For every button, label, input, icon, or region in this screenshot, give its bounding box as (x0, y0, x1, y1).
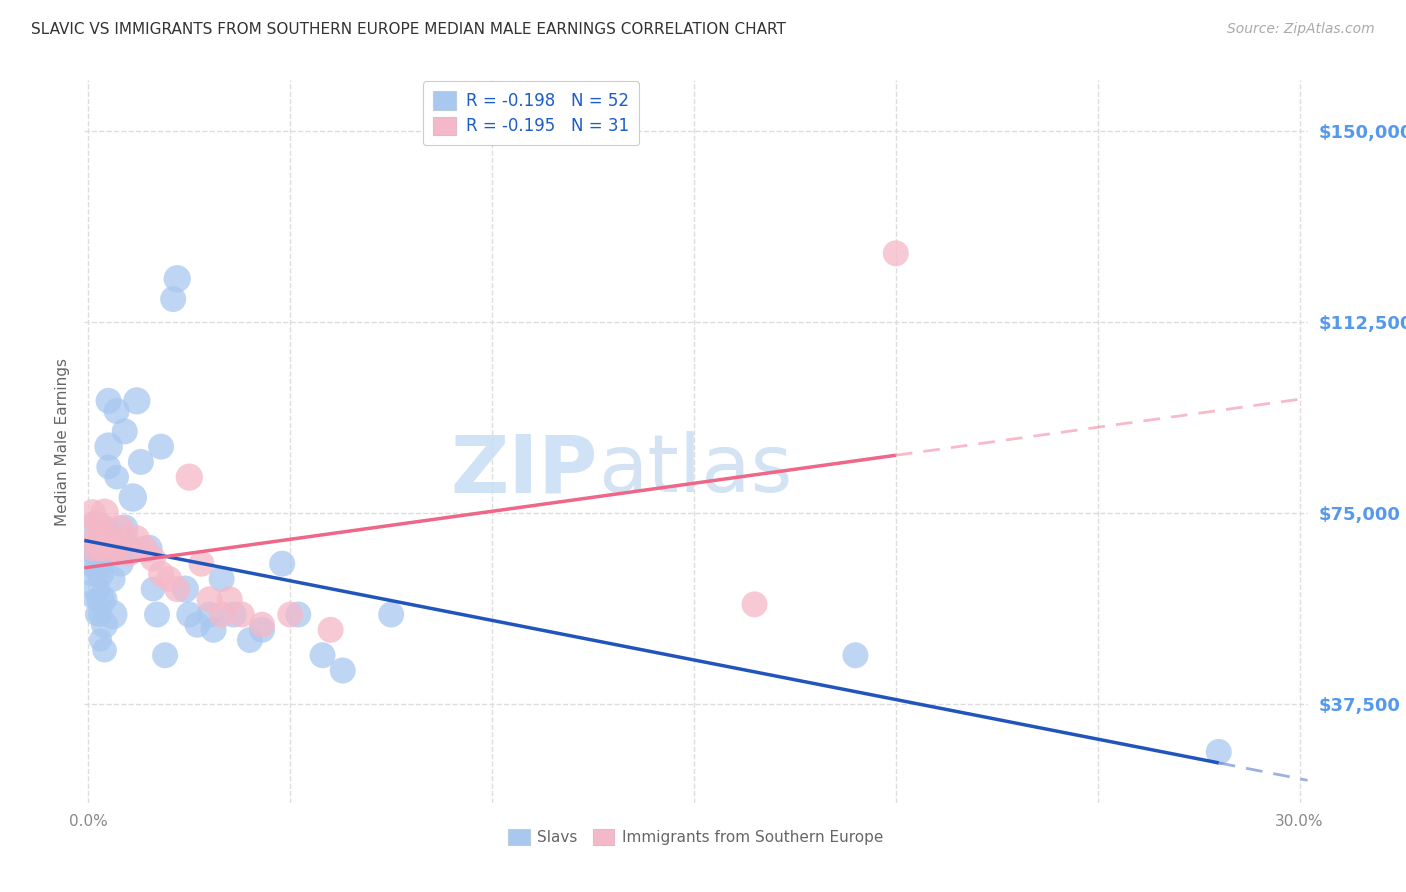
Point (105, 470, 128, 484)
Point (89, 592, 111, 607)
Point (110, 557, 132, 571)
Point (150, 440, 173, 454)
Point (97, 531, 120, 545)
Point (86, 557, 108, 571)
Point (97, 440, 120, 454)
Point (166, 582, 188, 596)
Point (97, 460, 120, 475)
Point (114, 521, 136, 535)
Point (166, 271, 188, 285)
Point (86, 516, 108, 530)
Point (202, 623, 225, 637)
Point (86, 607, 108, 622)
Point (89, 607, 111, 622)
Point (93, 506, 115, 520)
Point (110, 521, 132, 535)
Point (114, 425, 136, 439)
Point (271, 557, 294, 571)
Point (150, 566, 173, 581)
Point (118, 546, 141, 560)
Point (250, 623, 273, 637)
Point (153, 648, 176, 663)
Point (101, 572, 124, 586)
Text: SLAVIC VS IMMIGRANTS FROM SOUTHERN EUROPE MEDIAN MALE EARNINGS CORRELATION CHART: SLAVIC VS IMMIGRANTS FROM SOUTHERN EUROP… (31, 22, 786, 37)
Point (86, 582, 108, 596)
Point (179, 470, 201, 484)
Point (198, 592, 221, 607)
Point (380, 607, 402, 622)
Point (211, 572, 233, 586)
Point (134, 541, 156, 556)
Point (250, 617, 273, 632)
Y-axis label: Median Male Earnings: Median Male Earnings (55, 358, 70, 525)
Point (744, 598, 766, 612)
Point (311, 648, 333, 663)
Legend: Slavs, Immigrants from Southern Europe: Slavs, Immigrants from Southern Europe (501, 822, 891, 853)
Point (89, 541, 111, 556)
Point (125, 531, 148, 545)
Point (198, 607, 221, 622)
Point (101, 607, 124, 622)
Point (93, 617, 115, 632)
Point (93, 541, 115, 556)
Text: atlas: atlas (598, 432, 793, 509)
Point (278, 607, 301, 622)
Point (101, 541, 124, 556)
Point (319, 623, 342, 637)
Point (86, 531, 108, 545)
Point (157, 572, 180, 586)
Point (239, 632, 262, 647)
Point (89, 521, 111, 535)
Point (82, 592, 104, 607)
Point (110, 541, 132, 556)
Point (105, 404, 128, 418)
Point (121, 491, 143, 505)
Point (114, 531, 136, 545)
Point (218, 592, 240, 607)
Text: Source: ZipAtlas.com: Source: ZipAtlas.com (1227, 22, 1375, 37)
Point (142, 551, 165, 566)
Point (93, 643, 115, 657)
Point (105, 541, 128, 556)
Point (186, 617, 208, 632)
Point (884, 246, 907, 260)
Point (211, 607, 233, 622)
Point (97, 393, 120, 408)
Point (332, 664, 354, 678)
Point (93, 592, 115, 607)
Point (89, 632, 111, 647)
Point (138, 541, 160, 556)
Point (162, 292, 184, 306)
Point (125, 393, 148, 408)
Point (231, 607, 253, 622)
Point (222, 607, 245, 622)
Point (129, 455, 152, 469)
Point (287, 607, 309, 622)
Point (89, 566, 111, 581)
Point (82, 541, 104, 556)
Point (1208, 745, 1230, 759)
Text: ZIP: ZIP (451, 432, 598, 509)
Point (174, 582, 197, 596)
Point (82, 566, 104, 581)
Point (844, 648, 866, 663)
Point (146, 607, 169, 622)
Point (118, 541, 141, 556)
Point (142, 582, 165, 596)
Point (190, 557, 212, 571)
Point (179, 607, 201, 622)
Point (86, 531, 108, 545)
Point (82, 506, 104, 520)
Point (82, 546, 104, 560)
